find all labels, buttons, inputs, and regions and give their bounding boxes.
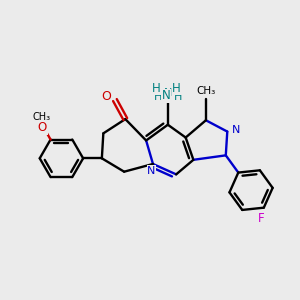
Text: N: N — [164, 88, 172, 98]
Text: O: O — [102, 90, 112, 103]
Text: O: O — [38, 121, 47, 134]
Text: N: N — [147, 166, 156, 176]
Text: H: H — [174, 92, 182, 101]
Text: N: N — [231, 125, 240, 135]
Text: F: F — [258, 212, 265, 225]
Text: CH₃: CH₃ — [33, 112, 51, 122]
Text: H: H — [154, 92, 163, 101]
Text: H: H — [172, 82, 181, 95]
Text: H: H — [152, 82, 160, 95]
Text: N: N — [162, 89, 171, 102]
Text: CH₃: CH₃ — [196, 85, 215, 96]
